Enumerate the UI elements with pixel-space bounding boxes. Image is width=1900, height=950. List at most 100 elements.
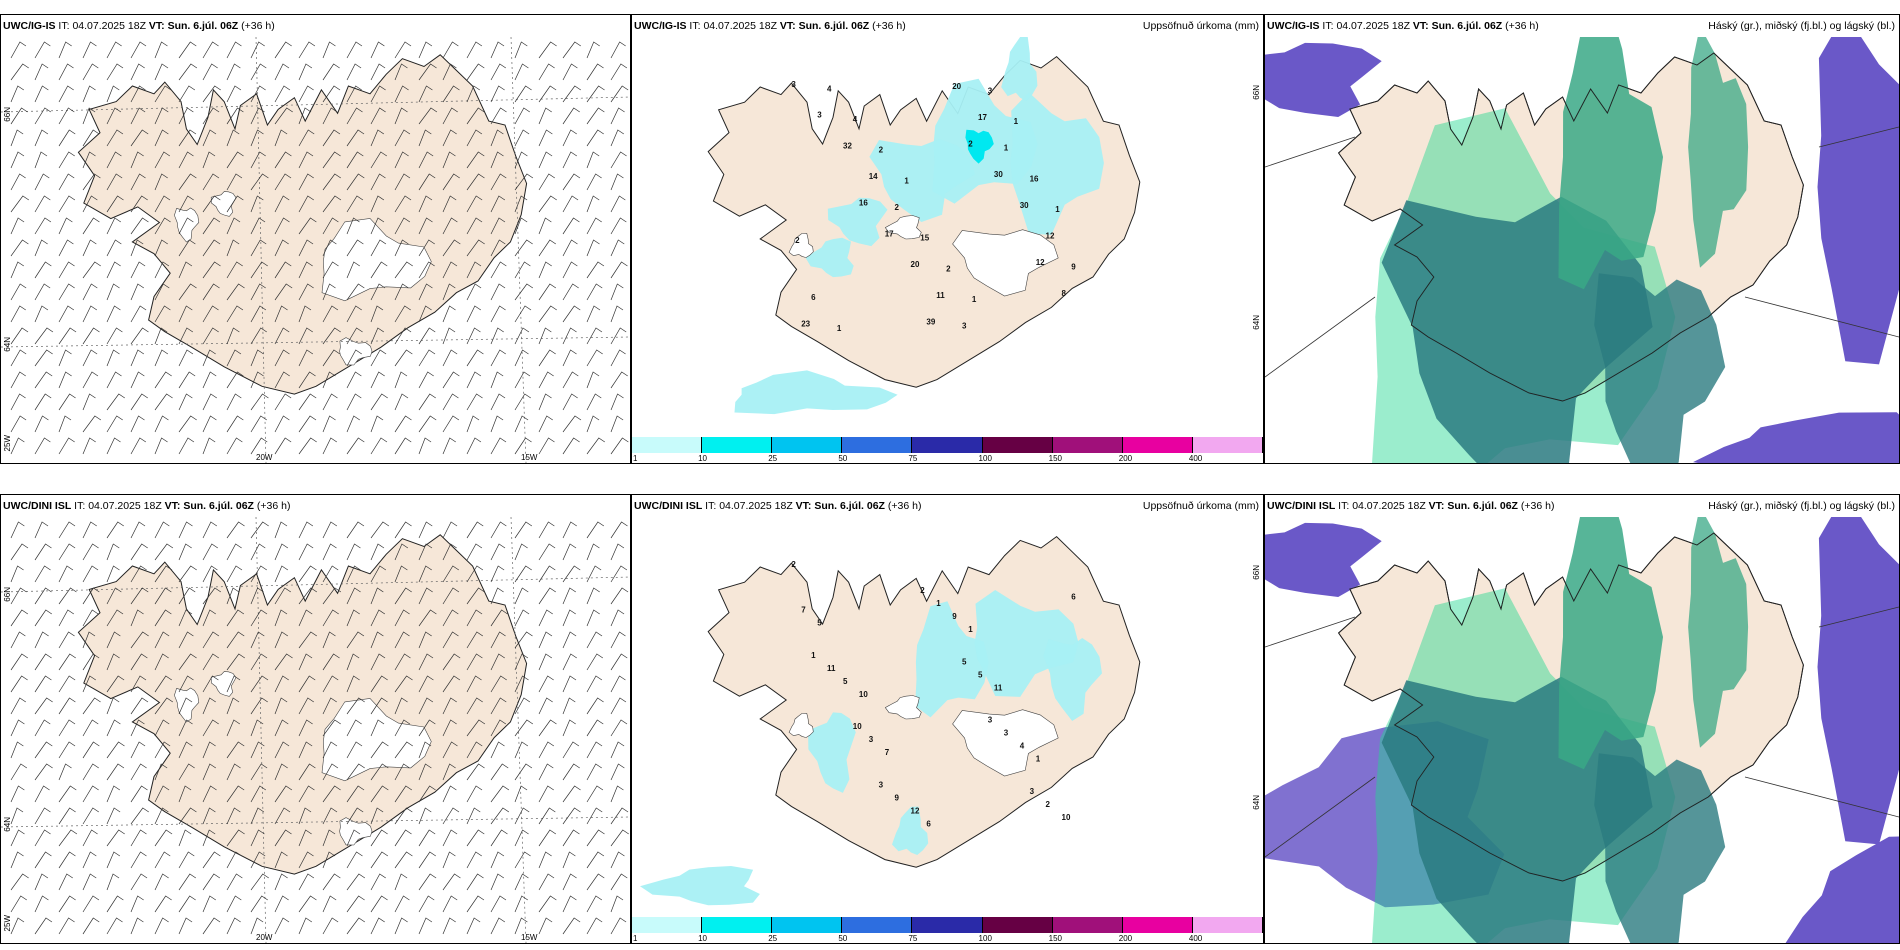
wind-barb	[274, 393, 292, 411]
wind-barb	[274, 807, 291, 825]
wind-barb	[58, 195, 76, 213]
precip-value-label: 30	[994, 170, 1003, 179]
wind-barb	[322, 327, 341, 345]
wind-barb	[370, 785, 389, 803]
wind-barb	[250, 609, 268, 627]
wind-barb	[10, 653, 29, 671]
wind-barb	[154, 895, 172, 913]
wind-barb	[58, 239, 74, 257]
wind-barb	[490, 609, 508, 627]
wind-barb	[34, 261, 52, 279]
wind-barb	[130, 697, 149, 715]
wind-barb	[610, 41, 626, 59]
colorbar-label: 1	[633, 934, 638, 943]
wind-barb	[226, 129, 240, 147]
wind-barb	[322, 675, 339, 693]
precip-value-label: 20	[911, 260, 920, 269]
wind-barb	[82, 873, 97, 891]
wind-barb	[298, 85, 314, 103]
wind-barb	[370, 543, 385, 561]
wind-barb	[298, 283, 314, 301]
precip-value-label: 11	[994, 683, 1003, 692]
wind-barb	[130, 675, 147, 693]
wind-barb	[274, 565, 289, 583]
wind-barb	[346, 305, 362, 323]
wind-barb	[298, 521, 314, 539]
wind-barb	[226, 851, 242, 869]
wind-barb	[394, 437, 412, 455]
wind-barb	[322, 829, 336, 847]
wind-barb	[442, 129, 457, 147]
precip-value-label: 12	[911, 807, 920, 816]
wind-barb	[178, 173, 197, 191]
longitude-line	[255, 37, 267, 463]
wind-barb	[466, 371, 482, 389]
wind-barb	[202, 41, 219, 59]
precip-value-label: 16	[859, 199, 868, 208]
wind-barb	[538, 851, 552, 869]
wind-barb	[538, 371, 554, 389]
wind-barb	[322, 587, 342, 605]
wind-barb	[178, 697, 193, 715]
wind-barb	[490, 653, 505, 671]
wind-barb	[274, 917, 290, 935]
wind-barb	[154, 283, 170, 301]
wind-barb	[562, 151, 578, 169]
wind-barb	[562, 195, 579, 213]
wind-barb	[490, 283, 506, 301]
wind-barb	[418, 873, 437, 891]
wind-barb	[610, 261, 628, 279]
wind-barb	[394, 85, 409, 103]
wind-barb	[298, 851, 314, 869]
precip-value-label: 3	[879, 781, 884, 790]
wind-barb	[442, 895, 458, 913]
cloud-map	[1265, 37, 1899, 463]
wind-barb	[538, 829, 557, 847]
iceland-land	[77, 54, 528, 395]
wind-barb	[106, 851, 121, 869]
wind-barb	[250, 393, 269, 411]
wind-barb	[82, 415, 102, 433]
wind-barb	[418, 349, 436, 367]
wind-barb	[394, 829, 412, 847]
wind-barb	[394, 415, 412, 433]
wind-barb	[562, 415, 582, 433]
wind-barb	[226, 741, 245, 759]
map-panel-cloud-dini: UWC/DINI ISL IT: 04.07.2025 18Z VT: Sun.…	[1264, 494, 1900, 944]
wind-barb	[34, 283, 51, 301]
wind-barb	[178, 587, 196, 605]
precip-value-label: 1	[1004, 144, 1009, 153]
cloud-map	[1265, 517, 1899, 943]
wind-barb	[106, 675, 125, 693]
wind-barb	[34, 217, 52, 235]
wind-barb	[610, 675, 626, 693]
wind-barb	[58, 305, 75, 323]
wind-barb	[610, 371, 628, 389]
wind-barb	[514, 393, 531, 411]
wind-barb	[130, 63, 145, 81]
wind-barb	[178, 327, 194, 345]
lat-label-south: 64N	[1252, 315, 1261, 330]
wind-barb	[178, 785, 192, 803]
wind-barb	[538, 785, 554, 803]
wind-barb	[274, 239, 289, 257]
wind-barb	[154, 349, 169, 367]
wind-barb	[514, 587, 529, 605]
precip-value-label: 3	[988, 716, 993, 725]
wind-barb	[514, 437, 532, 455]
wind-barb	[562, 631, 577, 649]
colorbar-label: 75	[908, 934, 918, 943]
precip-value-label: 2	[895, 203, 900, 212]
wind-barb	[178, 521, 193, 539]
panel-field-title: Háský (gr.), miðský (fj.bl.) og lágský (…	[1708, 500, 1895, 512]
wind-barb	[322, 631, 336, 649]
wind-barb	[298, 895, 317, 913]
wind-barb	[154, 587, 172, 605]
wind-barb	[298, 173, 314, 191]
wind-barb	[466, 565, 484, 583]
wind-barb	[538, 763, 554, 781]
wind-barb	[130, 631, 149, 649]
wind-barb	[34, 239, 48, 257]
wind-barb	[130, 393, 148, 411]
precip-value-label: 23	[801, 320, 810, 329]
